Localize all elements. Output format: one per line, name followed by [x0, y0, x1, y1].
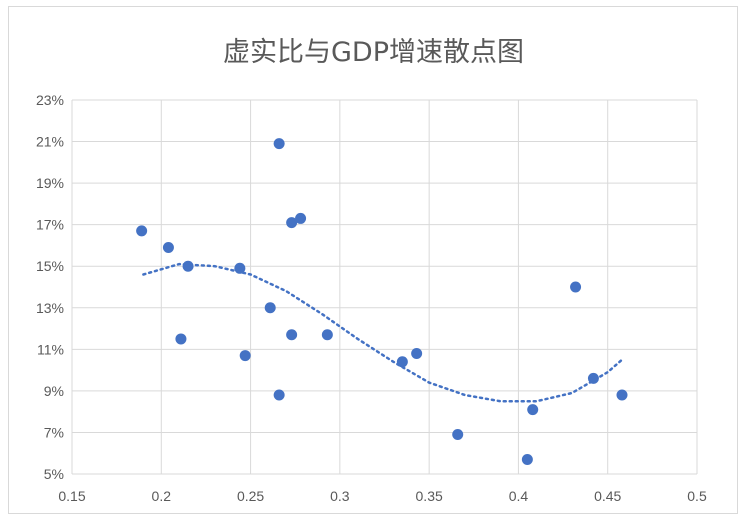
y-tick-label: 15% — [36, 258, 64, 274]
y-tick-label: 23% — [36, 92, 64, 108]
y-tick-label: 9% — [44, 383, 64, 399]
x-tick-label: 0.2 — [152, 488, 172, 504]
data-point — [321, 329, 333, 341]
y-tick-label: 7% — [44, 424, 64, 440]
y-tick-label: 17% — [36, 217, 64, 233]
x-axis-ticks: 0.15 0.2 0.25 0.3 0.35 0.4 0.45 0.5 — [58, 488, 707, 504]
data-point — [239, 350, 251, 362]
data-point — [273, 138, 285, 150]
data-point — [521, 453, 533, 465]
y-tick-label: 21% — [36, 134, 64, 150]
x-tick-label: 0.25 — [237, 488, 264, 504]
y-tick-label: 11% — [37, 341, 64, 357]
x-tick-label: 0.15 — [58, 488, 85, 504]
data-point — [452, 429, 464, 441]
data-point — [396, 356, 408, 368]
data-point — [616, 389, 628, 401]
chart-title: 虚实比与GDP增速散点图 — [223, 37, 524, 68]
y-tick-label: 13% — [36, 300, 64, 316]
data-point — [175, 333, 187, 345]
y-tick-label: 19% — [36, 175, 64, 191]
data-point — [286, 329, 298, 341]
data-point — [411, 347, 423, 359]
data-point — [570, 281, 582, 293]
x-tick-label: 0.45 — [594, 488, 621, 504]
trendline — [142, 262, 624, 403]
y-tick-label: 5% — [44, 466, 64, 482]
y-axis-ticks: 5% 7% 9% 11% 13% 15% 17% 19% 21% 23% — [36, 92, 64, 482]
data-point — [182, 260, 194, 272]
data-point — [587, 372, 599, 384]
data-point — [136, 225, 148, 237]
chart-frame — [8, 6, 738, 514]
data-point — [162, 242, 174, 254]
x-tick-label: 0.35 — [416, 488, 443, 504]
data-point — [295, 212, 307, 224]
x-tick-label: 0.5 — [687, 488, 707, 504]
x-tick-label: 0.4 — [509, 488, 529, 504]
grid — [71, 99, 698, 475]
x-tick-label: 0.3 — [330, 488, 350, 504]
data-points — [136, 138, 628, 465]
data-point — [273, 389, 285, 401]
data-point — [234, 262, 246, 274]
data-point — [286, 217, 298, 229]
data-point — [527, 404, 539, 416]
data-point — [264, 302, 276, 314]
